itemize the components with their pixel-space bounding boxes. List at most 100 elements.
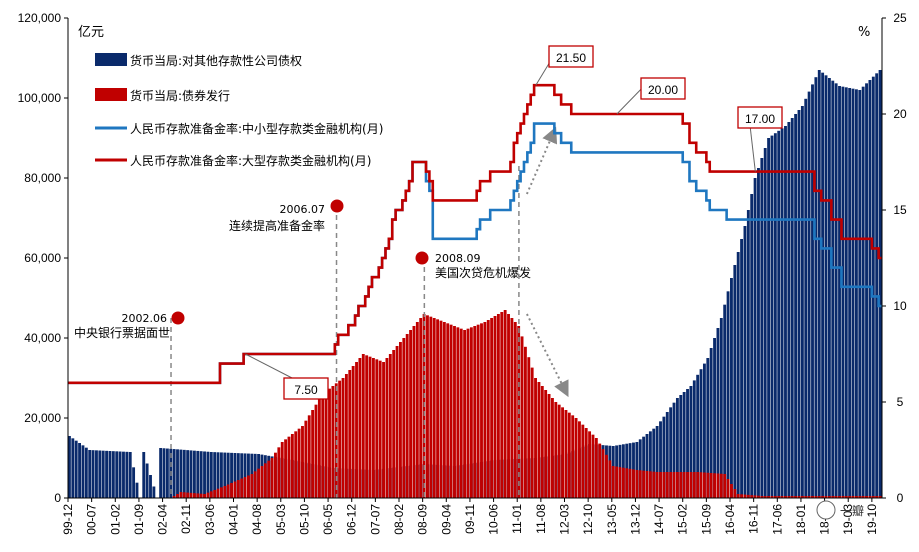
claims-bar bbox=[648, 431, 652, 498]
bond-issuance-bar bbox=[645, 471, 649, 498]
bond-issuance-bar bbox=[176, 494, 179, 498]
claims-bar bbox=[78, 443, 81, 498]
bond-issuance-bar bbox=[439, 320, 443, 498]
claims-bar bbox=[817, 70, 821, 498]
bond-issuance-bar bbox=[287, 436, 291, 498]
bond-issuance-bar bbox=[790, 496, 794, 498]
bond-issuance-bar bbox=[709, 473, 713, 498]
x-tick-label: 09-11 bbox=[463, 504, 477, 534]
bond-issuance-bar bbox=[692, 472, 696, 498]
claims-bar bbox=[192, 450, 196, 498]
bond-issuance-bar bbox=[848, 496, 852, 498]
bond-issuance-bar bbox=[648, 471, 652, 498]
x-tick-label: 04-01 bbox=[227, 504, 241, 535]
bond-issuance-bar bbox=[601, 449, 605, 498]
bond-issuance-bar bbox=[263, 463, 267, 498]
trend-arrows bbox=[525, 126, 569, 398]
claims-bar bbox=[91, 450, 95, 498]
bond-issuance-bar bbox=[385, 358, 389, 498]
bond-issuance-bar bbox=[209, 491, 213, 498]
bond-issuance-bar bbox=[827, 496, 831, 498]
claims-bar bbox=[838, 86, 841, 498]
claims-bar bbox=[854, 89, 858, 498]
claims-bar bbox=[696, 374, 700, 498]
claims-bar bbox=[189, 450, 193, 498]
bond-issuance-bar bbox=[557, 404, 561, 498]
bond-issuance-bar bbox=[581, 424, 585, 498]
bond-issuance-bar bbox=[233, 481, 237, 498]
claims-bar bbox=[760, 158, 764, 498]
claims-bar bbox=[750, 194, 754, 498]
bond-issuance-bar bbox=[500, 312, 504, 498]
bond-issuance-bar bbox=[496, 314, 500, 498]
bond-issuance-bar bbox=[442, 322, 446, 498]
bond-issuance-bar bbox=[696, 472, 700, 498]
claims-bar bbox=[105, 450, 109, 498]
bond-issuance-bar bbox=[578, 421, 581, 498]
callout-box bbox=[737, 106, 783, 129]
bond-issuance-bar bbox=[324, 391, 328, 498]
bond-issuance-bar bbox=[753, 495, 757, 498]
claims-bar bbox=[108, 451, 112, 498]
bond-issuance-bar bbox=[787, 496, 791, 498]
event-guide-lines bbox=[170, 166, 520, 498]
claims-bar bbox=[699, 369, 703, 498]
claims-bar bbox=[800, 106, 804, 498]
bond-issuance-bar bbox=[307, 415, 311, 498]
claims-bar bbox=[757, 168, 760, 498]
bond-issuance-bar bbox=[584, 428, 588, 498]
bond-issuance-bar bbox=[659, 472, 662, 498]
down-arrow bbox=[526, 313, 569, 398]
bond-issuance-bar bbox=[814, 496, 818, 498]
left-axis-unit: 亿元 bbox=[78, 25, 104, 40]
x-tick-label: 18-01 bbox=[794, 504, 808, 535]
claims-bar bbox=[162, 448, 166, 498]
x-tick-label: 17-06 bbox=[770, 504, 784, 535]
claims-bar bbox=[68, 436, 71, 498]
bond-issuance-bar bbox=[716, 473, 720, 498]
claims-bar bbox=[135, 482, 139, 498]
bond-issuance-bar bbox=[625, 468, 629, 498]
bond-issuance-bar bbox=[179, 492, 183, 498]
bond-issuance-bar bbox=[432, 318, 436, 498]
bond-issuance-bar bbox=[746, 494, 750, 498]
claims-bar bbox=[95, 450, 98, 498]
bond-issuance-bar bbox=[834, 496, 838, 498]
bond-issuance-bar bbox=[395, 346, 399, 498]
claims-bar bbox=[733, 265, 737, 498]
bond-issuance-bar bbox=[449, 324, 453, 498]
bond-issuance-bar bbox=[314, 404, 318, 498]
bond-issuance-bar bbox=[611, 466, 615, 498]
bond-issuance-bar bbox=[713, 473, 716, 498]
claims-bar bbox=[686, 389, 689, 498]
bond-issuance-bar bbox=[301, 426, 304, 498]
bond-issuance-bar bbox=[199, 493, 203, 498]
legend-swatch bbox=[95, 53, 127, 66]
x-tick-label: 08-02 bbox=[392, 504, 406, 535]
bond-issuance-bar bbox=[537, 382, 541, 498]
x-tick-label: 05-10 bbox=[297, 504, 311, 535]
bond-issuance-bar bbox=[459, 328, 463, 498]
bond-issuance-bar bbox=[206, 492, 210, 498]
bond-issuance-bar bbox=[534, 378, 537, 498]
bond-issuance-bar bbox=[182, 492, 186, 498]
bond-issuance-bar bbox=[763, 496, 767, 498]
bond-issuance-bar bbox=[665, 472, 669, 498]
bond-issuance-bar bbox=[865, 496, 868, 498]
bond-issuance-bar bbox=[679, 472, 683, 498]
bond-issuance-bar bbox=[368, 356, 372, 498]
bond-issuance-bar bbox=[186, 492, 190, 498]
bond-issuance-bar bbox=[800, 496, 804, 498]
claims-bar bbox=[844, 87, 848, 498]
claims-bar bbox=[213, 452, 217, 498]
claims-bar bbox=[219, 452, 223, 498]
legend-label: 人民币存款准备金率:大型存款类金融机构(月) bbox=[130, 153, 371, 168]
claims-bar bbox=[111, 451, 115, 498]
bond-issuance-bar bbox=[740, 494, 744, 498]
x-tick-label: 16-04 bbox=[723, 504, 737, 535]
bond-issuance-bar bbox=[638, 470, 642, 498]
bond-issuance-bar bbox=[358, 358, 362, 498]
bond-issuance-bar bbox=[608, 460, 612, 498]
bond-issuance-bar bbox=[655, 472, 659, 498]
x-tick-label: 06-05 bbox=[321, 504, 335, 535]
